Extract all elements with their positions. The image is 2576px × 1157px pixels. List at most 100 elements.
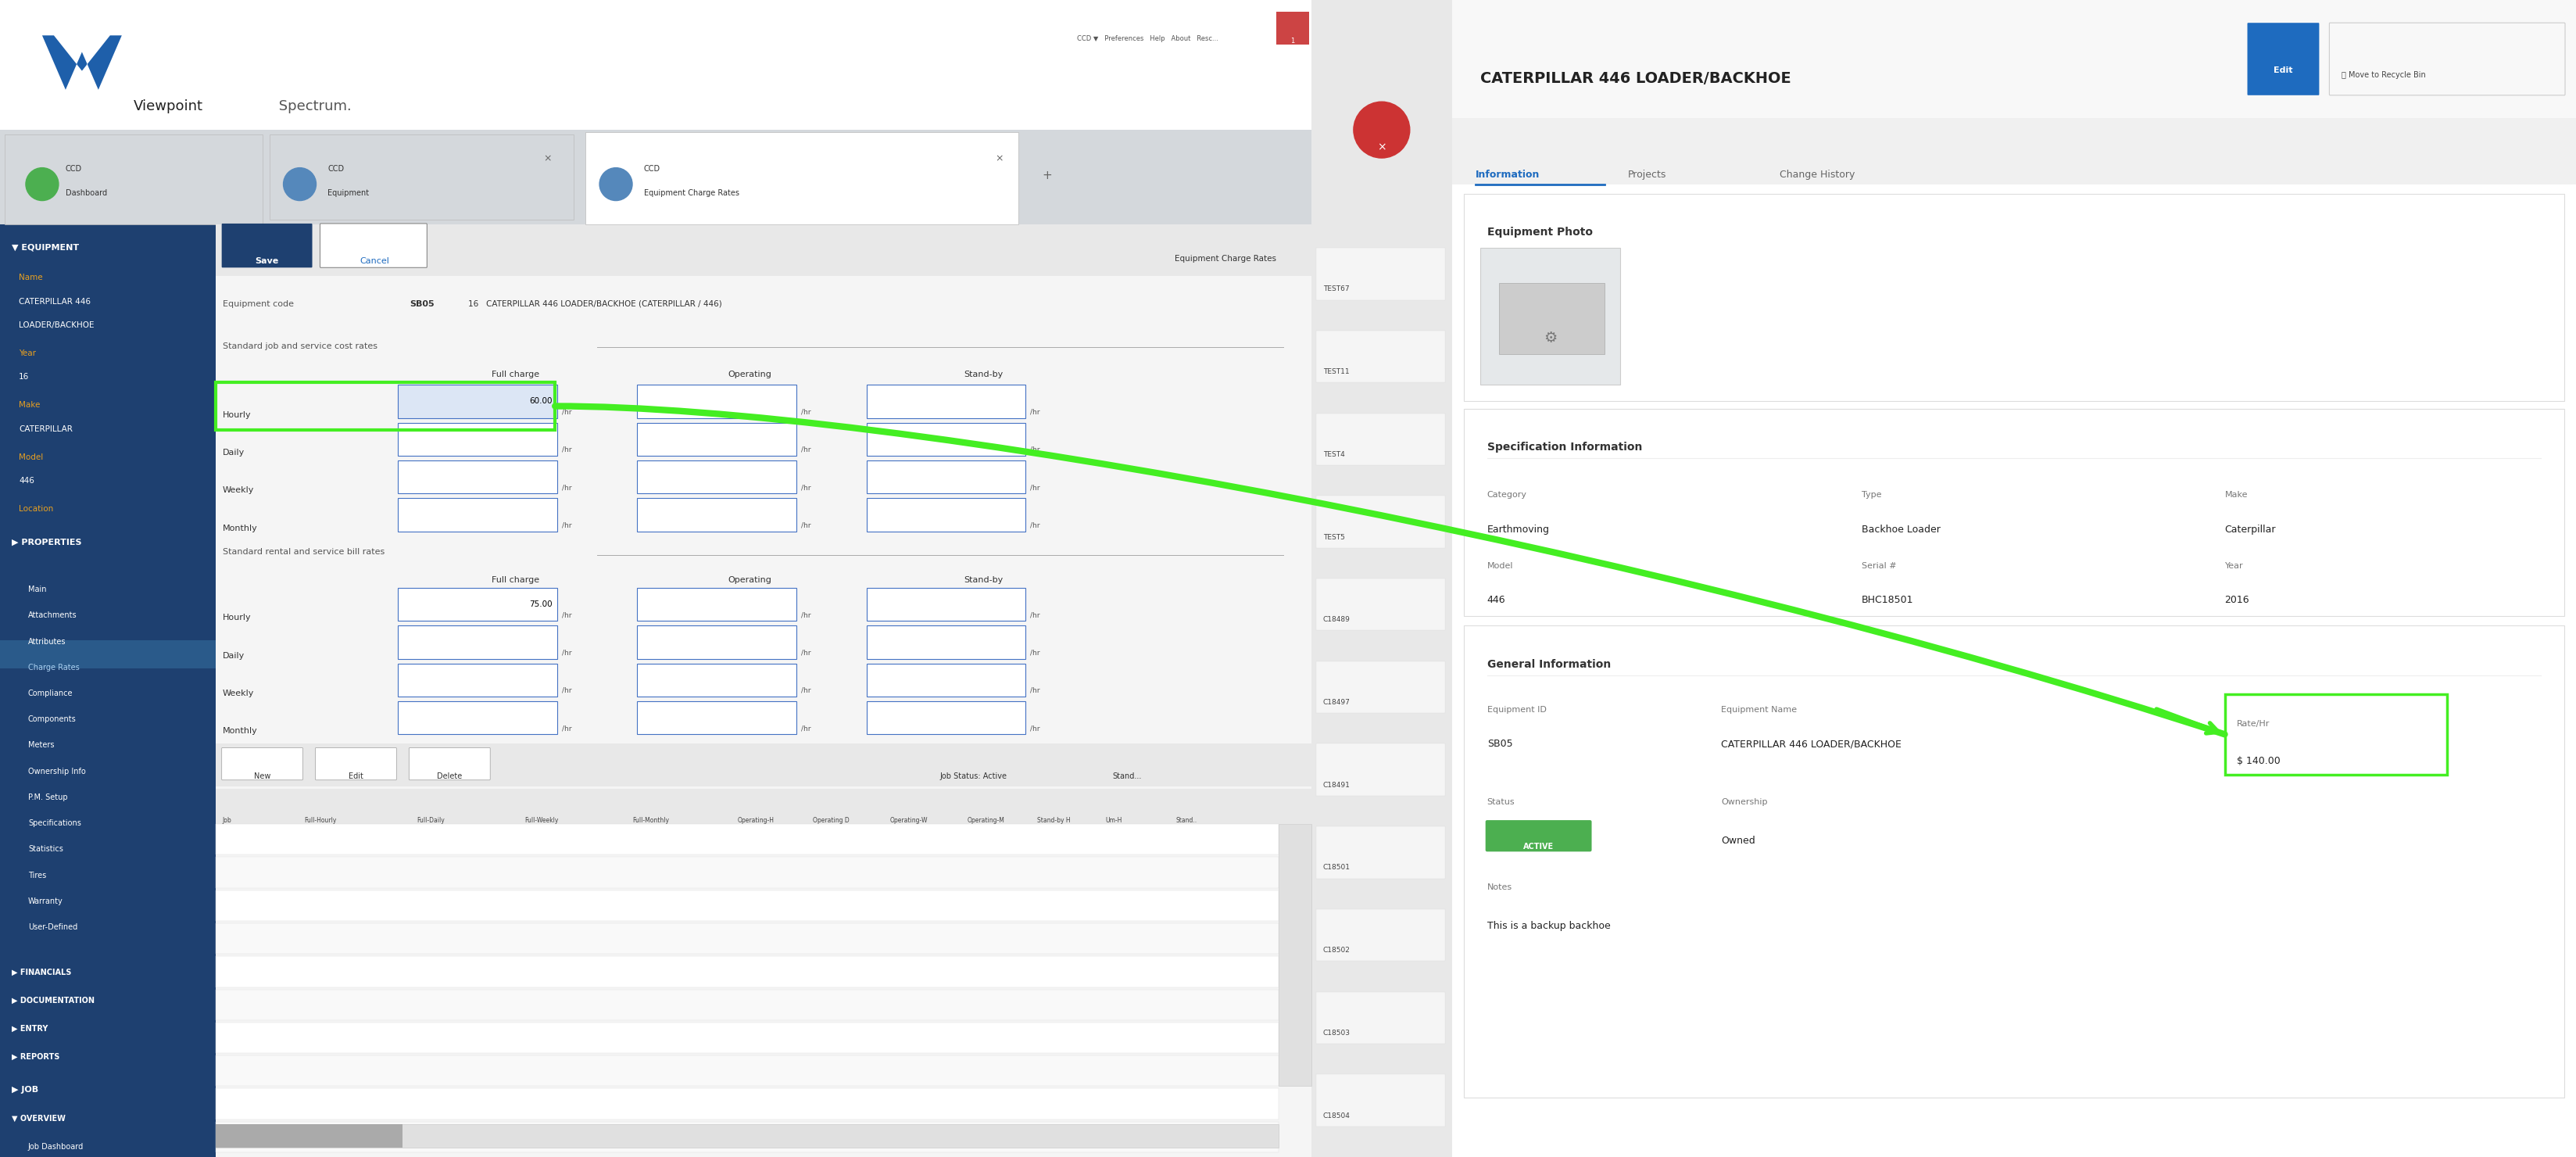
Bar — [216, 1123, 1278, 1148]
Text: Equipment: Equipment — [327, 189, 368, 197]
Text: /hr: /hr — [1030, 522, 1041, 529]
Bar — [216, 1055, 1278, 1086]
Text: CCD ▼   Preferences   Help   About   Resc...: CCD ▼ Preferences Help About Resc... — [1077, 36, 1218, 43]
Text: Operating D: Operating D — [811, 817, 850, 824]
Text: /hr: /hr — [1030, 612, 1041, 619]
Bar — [216, 383, 554, 429]
Text: CATERPILLAR 446 LOADER/BACKHOE: CATERPILLAR 446 LOADER/BACKHOE — [1481, 71, 1790, 86]
Text: Notes: Notes — [1486, 883, 1512, 891]
Text: Daily: Daily — [222, 449, 245, 457]
Text: Rate/Hr: Rate/Hr — [2236, 720, 2269, 728]
Text: C18504: C18504 — [1324, 1112, 1350, 1119]
FancyBboxPatch shape — [1486, 820, 1592, 852]
Text: 446: 446 — [1486, 595, 1504, 605]
Text: /hr: /hr — [801, 612, 811, 619]
Bar — [1278, 824, 1311, 1086]
Bar — [216, 1123, 402, 1148]
Text: Edit: Edit — [2275, 66, 2293, 74]
Text: Compliance: Compliance — [28, 690, 72, 698]
Bar — [1316, 578, 1445, 631]
Text: Operating-H: Operating-H — [737, 817, 775, 824]
Text: Job Status: Active: Job Status: Active — [940, 772, 1007, 780]
Text: Statistics: Statistics — [28, 846, 64, 853]
Text: CATERPILLAR: CATERPILLAR — [18, 425, 72, 433]
Text: /hr: /hr — [1030, 725, 1041, 732]
Bar — [5, 134, 263, 224]
Bar — [866, 385, 1025, 418]
Text: Full-Daily: Full-Daily — [417, 817, 446, 824]
Text: 75.00: 75.00 — [531, 600, 554, 609]
FancyBboxPatch shape — [319, 223, 428, 267]
Text: Meters: Meters — [28, 742, 54, 750]
Text: Viewpoint: Viewpoint — [134, 100, 204, 113]
Text: 446: 446 — [18, 477, 33, 485]
Text: Equipment Charge Rates: Equipment Charge Rates — [644, 189, 739, 197]
Bar — [636, 663, 796, 697]
Text: C18491: C18491 — [1324, 782, 1350, 789]
Text: +: + — [1043, 170, 1051, 182]
Text: CCD: CCD — [64, 165, 82, 174]
Text: Full charge: Full charge — [492, 576, 538, 584]
FancyBboxPatch shape — [410, 747, 489, 780]
Bar — [866, 460, 1025, 494]
Text: /hr: /hr — [801, 687, 811, 694]
Bar — [1316, 331, 1445, 383]
Text: Year: Year — [2226, 562, 2244, 569]
Text: ▶ PROPERTIES: ▶ PROPERTIES — [13, 538, 82, 546]
Text: /hr: /hr — [1030, 649, 1041, 656]
Text: SB05: SB05 — [410, 300, 435, 308]
Text: Job: Job — [222, 817, 232, 824]
Bar — [636, 385, 796, 418]
Bar — [216, 989, 1278, 1020]
Text: Type: Type — [1862, 491, 1880, 499]
Text: TEST11: TEST11 — [1324, 368, 1350, 375]
Text: 1: 1 — [1291, 38, 1296, 45]
Text: /hr: /hr — [801, 649, 811, 656]
Bar — [399, 588, 556, 621]
Text: /hr: /hr — [562, 484, 572, 491]
Bar — [216, 1023, 1278, 1053]
Text: Monthly: Monthly — [222, 728, 258, 735]
Text: Spectrum.: Spectrum. — [273, 100, 350, 113]
Bar — [866, 701, 1025, 735]
Bar — [1481, 248, 1620, 385]
Text: Monthly: Monthly — [222, 524, 258, 532]
Text: /hr: /hr — [1030, 447, 1041, 454]
Text: /hr: /hr — [801, 447, 811, 454]
Bar — [866, 422, 1025, 456]
Text: /hr: /hr — [562, 687, 572, 694]
Bar — [1275, 12, 1309, 45]
Text: Full-Hourly: Full-Hourly — [304, 817, 337, 824]
Text: Tires: Tires — [28, 871, 46, 879]
Text: Standard job and service cost rates: Standard job and service cost rates — [222, 342, 376, 351]
Bar — [399, 422, 556, 456]
Bar — [1316, 496, 1445, 547]
Text: ▶ DOCUMENTATION: ▶ DOCUMENTATION — [13, 996, 95, 1004]
Text: ×: × — [544, 154, 551, 163]
Text: Stand..: Stand.. — [1175, 817, 1198, 824]
Text: User-Defined: User-Defined — [28, 923, 77, 931]
Text: P.M. Setup: P.M. Setup — [28, 794, 67, 801]
Text: CATERPILLAR 446 LOADER/BACKHOE: CATERPILLAR 446 LOADER/BACKHOE — [1721, 739, 1901, 750]
Text: /hr: /hr — [801, 484, 811, 491]
FancyBboxPatch shape — [2246, 23, 2318, 95]
Text: Status: Status — [1486, 798, 1515, 806]
Text: Full-Monthly: Full-Monthly — [631, 817, 670, 824]
Text: ▼ OVERVIEW: ▼ OVERVIEW — [13, 1114, 64, 1122]
Bar — [1316, 248, 1445, 300]
Text: BHC18501: BHC18501 — [1862, 595, 1914, 605]
Text: /hr: /hr — [562, 649, 572, 656]
Text: ⚙: ⚙ — [1543, 331, 1556, 346]
Text: Operating: Operating — [726, 370, 770, 378]
Text: Stand-by H: Stand-by H — [1038, 817, 1072, 824]
Bar — [1463, 193, 2563, 401]
Text: Ownership: Ownership — [1721, 798, 1767, 806]
Bar — [0, 130, 1311, 224]
Bar — [216, 1089, 1278, 1119]
Text: C18501: C18501 — [1324, 864, 1350, 871]
Text: Category: Category — [1486, 491, 1528, 499]
Text: /hr: /hr — [801, 408, 811, 415]
Text: Year: Year — [18, 349, 36, 358]
Text: Stand...: Stand... — [1113, 772, 1141, 780]
Bar — [866, 588, 1025, 621]
